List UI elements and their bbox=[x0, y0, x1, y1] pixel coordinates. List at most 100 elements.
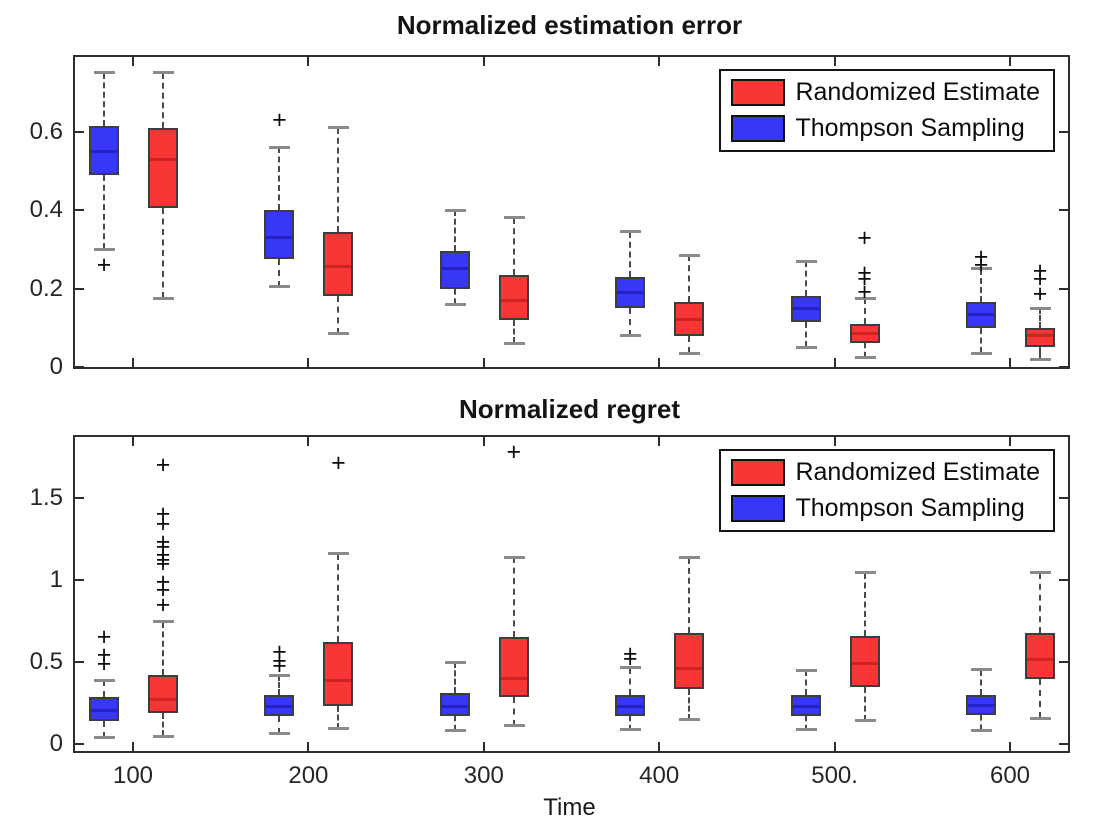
whisker-cap-high bbox=[620, 230, 642, 234]
y-tick-right bbox=[1059, 209, 1068, 212]
lower-whisker bbox=[103, 721, 105, 738]
legend: Randomized Estimate Thompson Sampling bbox=[719, 69, 1055, 152]
whisker-cap-high bbox=[620, 666, 642, 670]
outlier-marker: + bbox=[973, 243, 989, 272]
upper-whisker bbox=[863, 298, 866, 324]
x-tick bbox=[1009, 358, 1011, 367]
box bbox=[323, 641, 354, 706]
median-line bbox=[617, 290, 644, 294]
outlier-marker: + bbox=[622, 644, 638, 673]
x-tick-label: 400 bbox=[639, 762, 680, 789]
upper-whisker bbox=[337, 127, 340, 232]
outlier-marker: + bbox=[857, 223, 872, 252]
whisker-cap-low bbox=[269, 285, 291, 289]
median-line bbox=[1027, 334, 1053, 338]
whisker-cap-high bbox=[94, 678, 115, 682]
whisker-cap-high bbox=[153, 71, 174, 75]
y-tick bbox=[75, 366, 84, 368]
whisker-cap-low bbox=[620, 728, 642, 732]
median-line bbox=[617, 705, 644, 709]
whisker-cap-low bbox=[328, 332, 350, 336]
median-line bbox=[676, 667, 703, 671]
outlier-marker: + bbox=[96, 250, 112, 279]
upper-whisker bbox=[337, 553, 340, 642]
y-tick-right bbox=[1059, 287, 1068, 290]
outlier-marker: + bbox=[272, 637, 287, 666]
outlier-marker: + bbox=[857, 264, 872, 293]
upper-whisker bbox=[278, 147, 281, 211]
whisker-cap-high bbox=[679, 556, 701, 560]
y-tick-right bbox=[1059, 743, 1068, 746]
whisker-cap-high bbox=[153, 620, 174, 624]
upper-whisker bbox=[103, 72, 105, 126]
median-line bbox=[325, 265, 352, 269]
x-tick bbox=[482, 358, 485, 367]
median-line bbox=[150, 697, 176, 701]
whisker-cap-high bbox=[269, 673, 291, 677]
lower-whisker bbox=[688, 335, 691, 354]
outlier-marker: + bbox=[155, 549, 171, 578]
box bbox=[264, 210, 295, 260]
whisker-cap-high bbox=[679, 253, 701, 257]
outlier-marker: + bbox=[973, 250, 989, 279]
upper-whisker bbox=[162, 621, 164, 676]
upper-whisker bbox=[863, 572, 866, 636]
outlier-marker: + bbox=[331, 449, 346, 478]
box bbox=[148, 675, 178, 714]
lower-whisker bbox=[863, 343, 866, 358]
whisker-cap-high bbox=[795, 259, 817, 263]
upper-whisker bbox=[804, 670, 807, 696]
box bbox=[849, 635, 880, 687]
legend-label: Thompson Sampling bbox=[795, 114, 1025, 142]
legend-swatch bbox=[731, 495, 786, 522]
median-line bbox=[325, 678, 352, 682]
whisker-cap-low bbox=[854, 355, 876, 359]
whisker-cap-low bbox=[971, 728, 992, 732]
y-tick bbox=[75, 579, 84, 582]
whisker-cap-high bbox=[795, 668, 817, 672]
outlier-marker: + bbox=[155, 575, 171, 604]
x-tick-label: 300 bbox=[463, 762, 504, 789]
upper-whisker bbox=[980, 268, 982, 303]
x-tick-top bbox=[482, 57, 485, 66]
x-tick bbox=[833, 742, 836, 751]
y-tick bbox=[75, 287, 84, 290]
x-tick-top bbox=[482, 437, 485, 446]
y-tick-right bbox=[1059, 496, 1068, 499]
upper-whisker bbox=[512, 217, 515, 275]
whisker-cap-high bbox=[503, 216, 525, 220]
upper-whisker bbox=[453, 210, 456, 252]
whisker-cap-low bbox=[971, 351, 992, 355]
upper-whisker bbox=[629, 231, 632, 277]
y-tick-label: 1 bbox=[49, 566, 63, 594]
lower-whisker bbox=[278, 259, 281, 287]
whisker-cap-low bbox=[679, 718, 701, 722]
y-tick-right bbox=[1059, 661, 1068, 664]
x-tick-label: 600 bbox=[989, 762, 1031, 789]
whisker-cap-high bbox=[971, 267, 992, 271]
median-line bbox=[792, 306, 819, 310]
y-tick-right bbox=[1059, 366, 1068, 368]
legend-label: Thompson Sampling bbox=[795, 494, 1025, 522]
legend-swatch bbox=[731, 79, 786, 106]
outlier-marker: + bbox=[96, 640, 112, 669]
axes-estimation-error: 0 0.2 0.4 0.6 + + + + + + + + + + + Randomized Estimate… bbox=[30, 55, 1070, 380]
median-line bbox=[500, 677, 527, 681]
outlier-marker: + bbox=[272, 646, 287, 675]
x-tick-top bbox=[833, 437, 836, 446]
whisker-cap-low bbox=[503, 724, 525, 728]
lower-whisker bbox=[453, 288, 456, 305]
upper-whisker bbox=[688, 255, 691, 303]
outlier-marker: + bbox=[857, 278, 872, 307]
lower-whisker bbox=[688, 688, 691, 720]
title-regret: Normalized regret bbox=[458, 394, 681, 424]
lower-whisker bbox=[337, 296, 340, 334]
whisker-cap-low bbox=[444, 302, 466, 306]
whisker-cap-low bbox=[620, 334, 642, 338]
y-tick bbox=[75, 661, 84, 664]
whisker-cap-low bbox=[795, 728, 817, 732]
box bbox=[439, 692, 470, 717]
x-tick bbox=[658, 742, 661, 751]
outlier-marker: + bbox=[1032, 264, 1048, 293]
median-line bbox=[1027, 658, 1053, 662]
